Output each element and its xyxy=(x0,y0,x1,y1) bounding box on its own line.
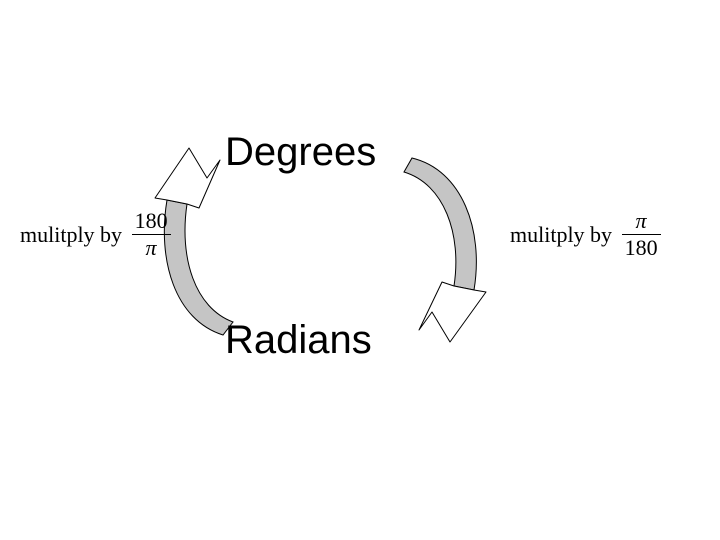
arrow-right-down xyxy=(400,140,490,360)
label-right-numerator: π xyxy=(622,210,661,235)
node-radians: Radians xyxy=(225,318,372,363)
arrow-right-band xyxy=(404,158,476,290)
label-right-denominator: 180 xyxy=(622,235,661,259)
node-degrees-text: Degrees xyxy=(225,130,376,174)
node-degrees: Degrees xyxy=(225,130,376,175)
label-left-prefix: mulitply by xyxy=(20,222,122,248)
label-left: mulitply by 180 π xyxy=(20,210,171,259)
arrow-left-head xyxy=(155,148,220,208)
label-right: mulitply by π 180 xyxy=(510,210,661,259)
label-left-numerator: 180 xyxy=(132,210,171,235)
arrow-right-head xyxy=(419,282,486,342)
diagram-stage: Degrees Radians mulitply by 180 π mulitp… xyxy=(0,0,720,540)
label-right-fraction: π 180 xyxy=(622,210,661,259)
label-right-prefix: mulitply by xyxy=(510,222,612,248)
label-left-fraction: 180 π xyxy=(132,210,171,259)
node-radians-text: Radians xyxy=(225,318,372,362)
arrow-left-band xyxy=(164,200,233,335)
label-left-denominator: π xyxy=(132,235,171,259)
